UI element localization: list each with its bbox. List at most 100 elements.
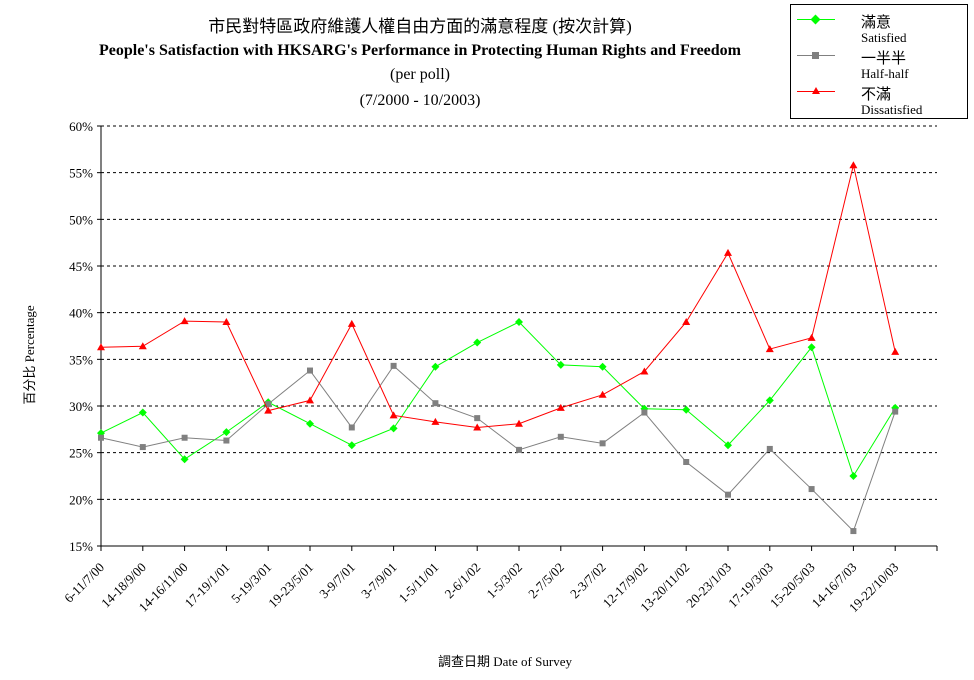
data-point-half-half: [390, 362, 397, 369]
y-axis-label: 百分比 Percentage: [22, 305, 37, 405]
legend-label-dissatisfied: 不滿: [861, 87, 892, 103]
series-group: [97, 161, 900, 535]
chart-title: 市民對特區政府維護人權自由方面的滿意程度 (按次計算): [208, 17, 632, 36]
legend: 滿意 Satisfied 一半半 Half-half 不滿 Dissatisfi…: [790, 4, 968, 119]
data-point-half-half: [307, 367, 313, 374]
x-tick-label: 17-19/1/01: [182, 560, 233, 611]
data-point-satisfied: [306, 419, 314, 428]
data-point-dissatisfied: [97, 343, 105, 351]
y-tick-labels: 15% 20% 25% 30% 35% 40% 45% 50% 55% 60%: [69, 119, 93, 554]
data-point-half-half: [808, 486, 815, 493]
data-point-half-half: [599, 440, 606, 447]
data-point-half-half: [181, 434, 188, 441]
x-tick-label: 1-5/3/02: [483, 560, 525, 602]
x-tick-label: 2-7/5/02: [525, 560, 567, 602]
data-point-dissatisfied: [515, 419, 523, 427]
x-tick-label: 2-6/1/02: [442, 560, 484, 602]
data-point-dissatisfied: [682, 318, 691, 325]
data-point-half-half: [766, 445, 773, 452]
axes: [100, 126, 938, 551]
y-tick-label: 40%: [69, 306, 93, 321]
x-axis-label: 調查日期 Date of Survey: [438, 654, 572, 669]
data-point-half-half: [139, 444, 146, 451]
data-point-half-half: [683, 459, 690, 465]
data-point-satisfied: [598, 362, 607, 371]
data-point-half-half: [892, 408, 899, 415]
data-point-dissatisfied: [849, 161, 858, 169]
legend-sublabel-half-half: Half-half: [861, 66, 909, 81]
data-point-dissatisfied: [431, 417, 440, 425]
data-point-dissatisfied: [640, 367, 649, 375]
series-line-satisfied: [100, 321, 896, 478]
y-tick-label: 50%: [69, 212, 93, 227]
data-point-dissatisfied: [556, 403, 565, 411]
x-tick-label: 20-23/1/03: [683, 560, 734, 611]
data-point-satisfied: [389, 424, 398, 433]
y-tick-label: 45%: [69, 259, 93, 274]
series-line-dissatisfied: [100, 165, 896, 428]
chart-subtitle-english: People's Satisfaction with HKSARG's Perf…: [98, 42, 742, 59]
legend-item-half-half: 一半半 Half-half: [791, 45, 967, 81]
data-point-satisfied: [724, 441, 732, 450]
data-point-half-half: [557, 433, 564, 440]
data-point-satisfied: [682, 405, 691, 414]
data-point-satisfied: [431, 362, 440, 371]
data-point-dissatisfied: [138, 342, 147, 350]
data-point-dissatisfied: [765, 345, 774, 353]
y-tick-label: 30%: [69, 399, 93, 414]
data-point-satisfied: [515, 318, 523, 326]
data-point-satisfied: [347, 441, 356, 450]
x-tick-label: 15-20/5/03: [767, 560, 818, 611]
data-point-dissatisfied: [347, 319, 356, 327]
y-tick-label: 25%: [69, 446, 93, 461]
x-tick-label: 1-5/11/01: [396, 560, 442, 606]
gridlines: [97, 125, 937, 547]
y-tick-label: 20%: [69, 492, 93, 507]
data-point-satisfied: [556, 360, 565, 369]
x-tick-label: 17-19/3/03: [725, 560, 776, 611]
y-tick-label: 15%: [69, 539, 93, 554]
data-point-half-half: [725, 491, 731, 498]
x-tick-label: 3-7/9/01: [358, 560, 400, 602]
data-point-dissatisfied: [306, 396, 314, 404]
data-point-half-half: [98, 434, 104, 441]
data-point-satisfied: [765, 396, 774, 405]
data-point-dissatisfied: [598, 390, 607, 398]
data-point-satisfied: [807, 343, 816, 352]
data-point-dissatisfied: [891, 347, 900, 355]
data-point-satisfied: [222, 428, 231, 437]
y-tick-label: 35%: [69, 352, 93, 367]
data-point-dissatisfied: [389, 411, 398, 419]
y-tick-label: 60%: [69, 119, 93, 134]
series-line-half-half: [100, 365, 896, 532]
data-point-dissatisfied: [807, 333, 816, 341]
x-tick-label: 3-9/7/01: [316, 560, 358, 602]
legend-sublabel-satisfied: Satisfied: [861, 30, 907, 45]
legend-sublabel-dissatisfied: Dissatisfied: [861, 102, 923, 117]
data-point-half-half: [474, 415, 481, 422]
y-tick-label: 55%: [69, 166, 93, 181]
diamond-marker-icon: [810, 14, 821, 25]
triangle-marker-icon: [812, 87, 820, 94]
data-point-satisfied: [849, 472, 858, 480]
x-tick-label: 2-3/7/02: [567, 560, 609, 602]
data-point-half-half: [641, 409, 648, 416]
chart-subtitle-period: (7/2000 - 10/2003): [359, 92, 481, 109]
legend-item-dissatisfied: 不滿 Dissatisfied: [791, 81, 967, 117]
data-point-dissatisfied: [264, 406, 273, 414]
data-point-dissatisfied: [222, 318, 231, 325]
data-point-dissatisfied: [473, 423, 482, 431]
x-tick-label: 19-23/5/01: [265, 560, 316, 611]
data-point-dissatisfied: [180, 317, 189, 325]
legend-label-half-half: 一半半: [861, 51, 907, 67]
data-point-half-half: [348, 424, 355, 431]
data-point-dissatisfied: [724, 248, 732, 256]
data-point-half-half: [223, 437, 230, 444]
data-point-half-half: [516, 446, 522, 453]
legend-item-satisfied: 滿意 Satisfied: [791, 9, 967, 45]
square-marker-icon: [812, 52, 819, 59]
data-point-half-half: [850, 528, 857, 535]
data-point-satisfied: [473, 338, 482, 347]
data-point-satisfied: [180, 455, 189, 464]
